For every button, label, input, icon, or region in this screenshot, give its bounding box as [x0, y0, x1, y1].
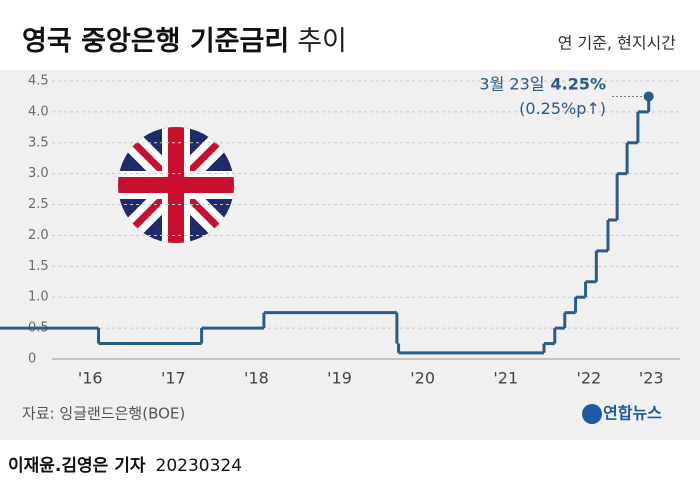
logo-icon [582, 404, 602, 424]
annotation: 3월 23일 4.25% [479, 74, 606, 93]
annotation-value: 4.25% [550, 74, 606, 93]
logo: 연합뉴스 [603, 404, 662, 423]
annotation-change: (0.25%p↑) [519, 99, 606, 118]
byline: 이재윤.김영은 기자 20230324 [8, 456, 242, 476]
y-tick-label: 4.5 [28, 74, 49, 89]
y-tick-label: 2.5 [28, 197, 49, 212]
y-tick-label: 1.0 [28, 290, 49, 305]
x-tick-label: '22 [576, 369, 601, 388]
x-tick-label: '20 [410, 369, 435, 388]
y-tick-label: 3.5 [28, 135, 49, 150]
y-tick-label: 0 [28, 352, 36, 367]
panel [0, 70, 700, 440]
y-tick-label: 3.0 [28, 166, 49, 181]
x-tick-label: '16 [78, 369, 103, 388]
title-main: 영국 중앙은행 기준금리 [22, 26, 289, 57]
x-tick-label: '21 [493, 369, 518, 388]
y-tick-label: 1.5 [28, 259, 49, 274]
end-point [643, 91, 654, 102]
annotation-date: 3월 23일 [479, 74, 544, 93]
x-tick-label: '17 [161, 369, 186, 388]
y-tick-label: 4.0 [28, 104, 49, 119]
source: 자료: 잉글랜드은행(BOE) [22, 405, 185, 423]
byline-date: 20230324 [156, 456, 243, 476]
x-tick-label: '18 [244, 369, 269, 388]
subtitle: 연 기준, 현지시간 [558, 34, 677, 53]
title-suffix: 추이 [297, 26, 347, 57]
y-tick-label: 2.0 [28, 228, 49, 243]
x-tick-label: '23 [639, 369, 664, 388]
uk-flag [118, 127, 234, 243]
byline-name: 이재윤.김영은 기자 [8, 456, 146, 476]
x-tick-label: '19 [327, 369, 352, 388]
chart-title: 영국 중앙은행 기준금리 추이 [22, 26, 347, 57]
